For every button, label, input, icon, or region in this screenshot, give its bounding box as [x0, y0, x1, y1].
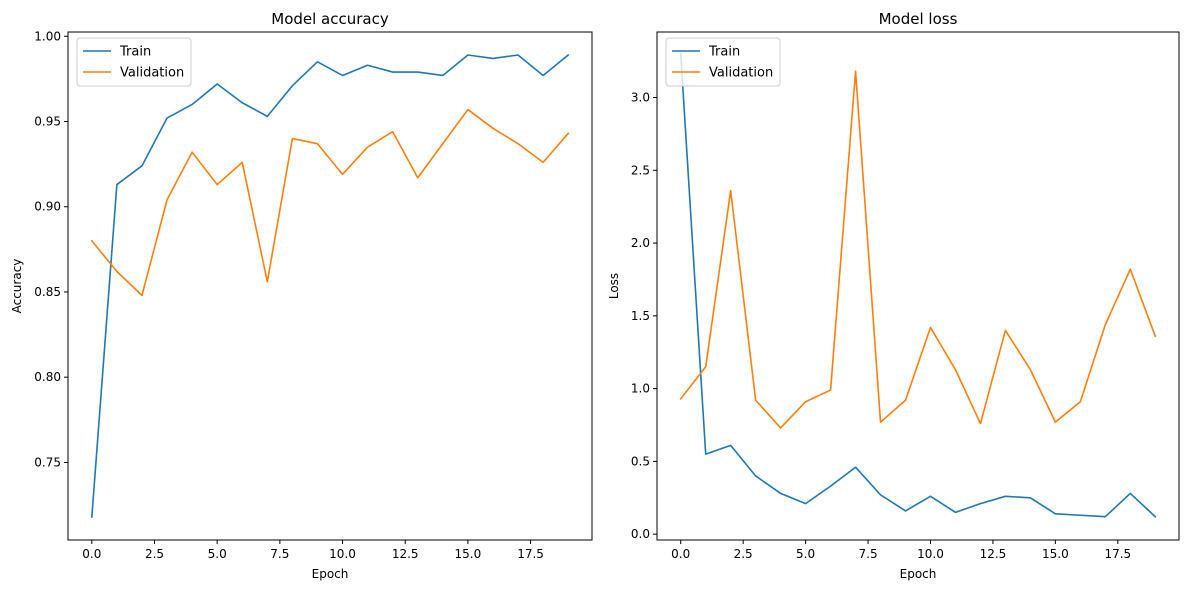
accuracy-chart-xtick-label: 5.0	[208, 547, 227, 561]
loss-chart-ytick-label: 2.5	[631, 163, 650, 177]
loss-chart-ytick-label: 1.0	[631, 382, 650, 396]
accuracy-chart-xtick-label: 15.0	[455, 547, 482, 561]
loss-chart-xtick-label: 15.0	[1042, 547, 1069, 561]
loss-chart-xtick-label: 7.5	[859, 547, 878, 561]
loss-chart-ytick-label: 3.0	[631, 91, 650, 105]
loss-chart-ytick-label: 2.0	[631, 236, 650, 250]
accuracy-chart-ytick-label: 0.80	[34, 370, 61, 384]
loss-chart-xtick-label: 10.0	[917, 547, 944, 561]
loss-chart-xtick-label: 17.5	[1104, 547, 1131, 561]
loss-chart-legend-box	[665, 37, 781, 87]
accuracy-chart-legend-label-train: Train	[119, 45, 151, 60]
loss-chart-xtick-label: 2.5	[734, 547, 753, 561]
accuracy-chart-xtick-label: 17.5	[517, 547, 544, 561]
accuracy-chart-ylabel: Accuracy	[10, 259, 24, 314]
accuracy-chart-series-line-train	[90, 53, 570, 518]
loss-chart-title: Model loss	[879, 10, 958, 28]
loss-chart-legend: Train Validation	[665, 37, 781, 87]
accuracy-chart-ytick-label: 0.95	[34, 114, 61, 128]
accuracy-chart-series-group	[90, 53, 570, 518]
accuracy-chart-ytick-label: 1.00	[34, 29, 61, 43]
accuracy-chart-ytick-label: 0.90	[34, 200, 61, 214]
loss-chart-ytick-label: 1.5	[631, 309, 650, 323]
accuracy-chart-series-line-validation	[90, 108, 570, 297]
accuracy-chart-xlabel: Epoch	[312, 567, 349, 581]
loss-chart-ytick-label: 0.5	[631, 454, 650, 468]
accuracy-chart-legend-box	[76, 37, 192, 87]
loss-chart-legend-label-train: Train	[708, 45, 740, 60]
accuracy-chart-ytick-label: 0.85	[34, 285, 61, 299]
loss-chart-series-line-validation	[679, 70, 1157, 429]
accuracy-chart-xtick-label: 7.5	[270, 547, 289, 561]
loss-chart-ytick-label: 0.0	[631, 527, 650, 541]
loss-chart: Model loss 0.0 2.5 5.0 7.5 10.0 12.5 15.0 17.50…	[607, 10, 1180, 581]
loss-chart-series-group	[679, 52, 1157, 518]
loss-chart-ylabel: Loss	[607, 273, 621, 299]
loss-chart-legend-label-validation: Validation	[709, 66, 773, 81]
loss-chart-xlabel: Epoch	[900, 567, 937, 581]
accuracy-chart-ytick-label: 0.75	[34, 455, 61, 469]
accuracy-chart-axes-frame	[67, 31, 593, 541]
accuracy-chart-xtick-label: 10.0	[329, 547, 356, 561]
loss-chart-xtick-label: 5.0	[796, 547, 815, 561]
loss-chart-axes-frame	[656, 31, 1180, 541]
loss-chart-series-line-train	[679, 52, 1157, 518]
accuracy-chart: Model accuracy 0.0 2.5 5.0 7.5 10.0 12.5 15.0 1…	[10, 10, 593, 581]
loss-chart-xtick-label: 12.5	[980, 547, 1007, 561]
accuracy-chart-legend-label-validation: Validation	[120, 66, 184, 81]
accuracy-chart-legend: Train Validation	[76, 37, 192, 87]
loss-chart-marks: 0.0 2.5 5.0 7.5 10.0 12.5 15.0 17.5 0.0 0.5 1.0 1.5…	[631, 31, 1180, 561]
accuracy-chart-xtick-label: 12.5	[392, 547, 419, 561]
accuracy-chart-xtick-label: 2.5	[145, 547, 164, 561]
accuracy-chart-marks: 0.0 2.5 5.0 7.5 10.0 12.5 15.0 17.5 0.75 0.80 0.85…	[34, 29, 593, 561]
accuracy-chart-xtick-label: 0.0	[82, 547, 101, 561]
accuracy-chart-title: Model accuracy	[271, 10, 389, 28]
loss-chart-xtick-label: 0.0	[671, 547, 690, 561]
